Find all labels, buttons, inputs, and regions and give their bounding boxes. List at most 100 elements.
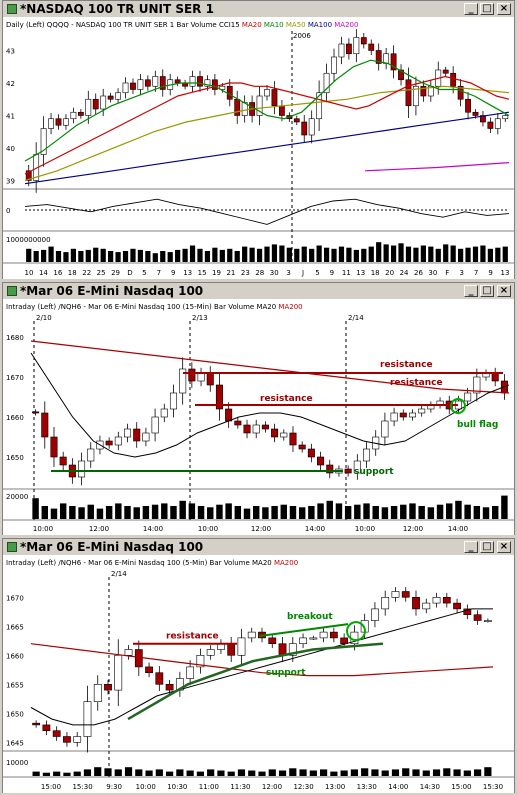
volume-bar [376, 242, 382, 262]
volume-bar [317, 503, 324, 519]
x-tick-label: 23 [241, 269, 250, 277]
price-bar [398, 69, 404, 81]
maximize-button[interactable]: □ [480, 3, 494, 15]
window-title-bar[interactable]: *Mar 06 E-Mini Nasdaq 100 _ □ × [3, 539, 514, 556]
volume-bar [212, 247, 218, 262]
x-tick-label: 15:00 [451, 783, 471, 791]
price-bar [77, 111, 84, 116]
price-bar [107, 95, 114, 100]
price-bar [124, 649, 133, 656]
minimize-button[interactable]: _ [464, 3, 478, 15]
chart-window-15min: *Mar 06 E-Mini Nasdaq 100 _ □ × Intraday… [2, 282, 515, 535]
minimize-button[interactable]: _ [464, 285, 478, 297]
volume-bar [252, 506, 260, 519]
x-tick-label: 7 [474, 269, 478, 277]
price-bar [399, 412, 407, 418]
x-tick-label: 7 [157, 269, 161, 277]
session-date-label: 2/14 [111, 570, 127, 578]
session-date-label: 2/13 [192, 314, 208, 322]
volume-bar [166, 771, 174, 776]
volume-bar [87, 504, 94, 519]
price-bar [473, 614, 482, 621]
volume-bar [443, 768, 451, 776]
volume-bar [409, 503, 416, 519]
year-label: 2006 [293, 32, 311, 40]
volume-bar [286, 247, 292, 262]
price-bar [413, 85, 419, 107]
price-bar [317, 456, 325, 466]
volume-bar [100, 248, 106, 262]
price-bar [124, 428, 132, 438]
price-bar [326, 464, 334, 474]
breakout-annotation: breakout [287, 612, 333, 622]
volume-bar [294, 248, 300, 262]
price-bar [278, 105, 285, 116]
volume-tick-label: 1000000000 [6, 236, 51, 244]
price-bar [243, 424, 251, 434]
breakout-trendline [258, 623, 349, 638]
maximize-button[interactable]: □ [480, 285, 494, 297]
price-bar [271, 89, 278, 107]
x-tick-label: 10 [25, 269, 34, 277]
x-tick-label: J [301, 269, 304, 277]
price-bar [63, 736, 71, 743]
session-date-label: 2/14 [348, 314, 364, 322]
x-tick-label: 13 [183, 269, 192, 277]
price-bar [114, 436, 122, 446]
cci-line [24, 198, 510, 225]
volume-bar [96, 508, 104, 519]
price-bar [405, 79, 412, 107]
volume-tick-label: 10000 [6, 759, 28, 767]
volume-bar [450, 245, 456, 262]
x-tick-label: 24 [400, 269, 409, 277]
window-title-bar[interactable]: *Mar 06 E-Mini Nasdaq 100 _ □ × [3, 283, 514, 300]
x-tick-label: 10:00 [33, 525, 53, 533]
volume-bar [398, 243, 404, 262]
volume-bar [227, 248, 233, 262]
x-tick-label: 12:00 [262, 783, 282, 791]
price-bar [375, 50, 382, 64]
ma20-line [30, 608, 493, 726]
price-bar [464, 392, 472, 402]
volume-bar [323, 247, 330, 262]
x-tick-label: 9 [488, 269, 492, 277]
x-tick-label: 13 [356, 269, 365, 277]
x-tick-label: 12:00 [251, 525, 271, 533]
volume-bar [32, 498, 39, 519]
volume-bar [418, 506, 425, 519]
chart-window-icon [7, 286, 17, 296]
price-tick-label: 1670 [6, 374, 24, 382]
close-button[interactable]: × [497, 285, 511, 297]
chart-window-icon [7, 542, 17, 552]
volume-bar [390, 506, 398, 519]
x-tick-label: 15:30 [72, 783, 92, 791]
ma50-line [24, 85, 510, 182]
price-bar [316, 92, 323, 120]
price-bar [480, 115, 486, 123]
price-bar [32, 411, 40, 414]
volume-bar [405, 246, 412, 262]
window-title-bar[interactable]: *NASDAQ 100 TR UNIT SER 1 _ □ × [3, 1, 514, 18]
price-tick-label: 40 [6, 145, 15, 153]
price-bar [323, 72, 330, 94]
price-bar [133, 428, 141, 442]
price-bar [41, 412, 49, 438]
price-bar [179, 368, 187, 394]
close-button[interactable]: × [497, 541, 511, 553]
volume-bar [320, 769, 328, 776]
volume-bar [242, 246, 248, 262]
minimize-button[interactable]: _ [464, 541, 478, 553]
x-tick-label: 10:00 [198, 525, 218, 533]
maximize-button[interactable]: □ [480, 541, 494, 553]
price-bar [331, 56, 337, 74]
ma100-line [24, 111, 510, 185]
price-bar [188, 368, 196, 382]
close-button[interactable]: × [497, 3, 511, 15]
price-bar [50, 436, 58, 458]
volume-bar [455, 500, 462, 519]
price-bar [186, 666, 195, 679]
price-bar [55, 118, 62, 126]
x-tick-label: 3 [459, 269, 463, 277]
volume-bar [145, 251, 151, 262]
x-tick-label: 19 [212, 269, 221, 277]
